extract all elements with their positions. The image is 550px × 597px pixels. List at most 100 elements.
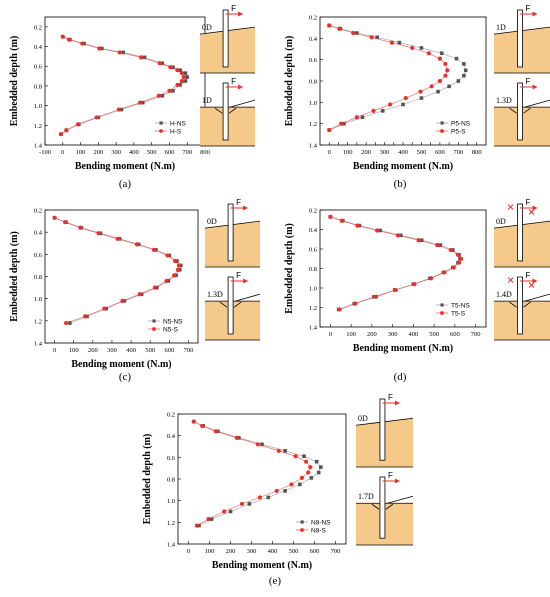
series-line-N8-NS [193,421,322,526]
y-tick-label: 0.4 [34,230,43,237]
series-line-P5-NS [329,25,467,131]
inset-bottom-schematic: F 1.3D [205,271,261,341]
data-point-P5-NS [342,121,346,126]
x-tick-label: 400 [268,548,278,555]
data-point-N8-NS [283,449,287,453]
data-point-H-NS [171,89,175,93]
data-point-N8-NS [266,495,271,500]
inset-top-schematic: F 0D [493,198,550,268]
legend-marker [440,311,444,315]
data-point-P5-NS [419,96,424,100]
inset-top-schematic: F 1D [493,4,550,74]
series-line-P5-S [329,25,448,131]
x-tick-label: 500 [417,149,427,156]
data-point-H-NS [160,93,165,98]
data-point-H-S [117,50,122,55]
data-point-N8-S [308,464,313,470]
data-point-T5-S [442,270,447,275]
force-arrow-head [243,205,249,211]
data-point-H-S [138,55,144,60]
force-label: F [236,198,241,207]
x-tick-label: 600 [165,149,175,156]
y-tick-label: 0.8 [34,83,42,90]
y-tick-label: 1.0 [309,286,317,293]
data-point-N8-S [304,459,309,464]
data-point-N8-S [299,475,304,481]
data-point-H-S [66,37,72,42]
data-point-N8-S [234,435,239,440]
force-arrow-head [394,400,400,406]
force-arrow-head [394,478,400,484]
data-point-T5-S [416,238,421,243]
x-tick-label: 200 [367,331,377,338]
data-point-H-S [58,132,64,137]
force-label: F [231,4,236,13]
legend-marker [152,327,156,331]
x-tick-label: 0 [53,347,56,354]
data-point-T5-S [428,276,434,281]
x-tick-label: 800 [472,149,482,156]
y-tick-label: 1.2 [309,121,317,128]
data-point-H-S [138,100,143,105]
x-tick-label: 200 [226,548,236,555]
force-label: F [526,77,531,86]
y-tick-label: 1.4 [309,143,318,150]
data-point-N8-NS [319,465,323,469]
pile [227,203,234,262]
x-tick-label: 100 [346,331,356,338]
data-point-N5-S [172,258,178,264]
chart-panel-c: 0 100 200 300 400 500 600 700 0.2 0.4 0.6 0.8 1.0 1.2… [9,198,261,383]
force-arrow-head [238,11,244,17]
wing-left [509,301,517,308]
panel-label: (a) [119,178,132,190]
data-point-H-S [64,128,69,133]
pile [222,82,229,141]
wing-left [371,503,380,510]
y-tick-label: 0.2 [34,24,42,31]
data-point-H-S [75,122,80,127]
data-point-N8-S [255,442,260,447]
slope-line [235,293,261,302]
force-arrow-head [532,11,538,17]
chart-panel-a: -100 0 100 200 300 400 500 600 700 800 0.2 0.4 0.6 0.… [9,4,256,190]
data-point-T5-NS [419,238,424,243]
data-point-H-S [179,78,184,84]
data-point-P5-NS [462,73,466,78]
data-point-N5-S [165,253,170,258]
y-tick-label: 0.2 [309,208,317,215]
data-point-P5-NS [355,31,359,35]
x-tick-label: 600 [164,347,174,354]
x-tick-label: 700 [453,149,463,156]
data-point-N8-NS [309,476,314,480]
data-point-T5-S [374,228,380,233]
x-tick-label: 500 [429,331,439,338]
data-point-H-S [60,34,65,39]
embed-label: 0D [358,414,368,423]
y-tick-label: 0.4 [167,433,176,440]
x-tick-label: 200 [93,149,103,156]
wing-left [509,107,517,114]
data-point-N8-S [239,501,245,507]
legend-marker [300,520,304,524]
data-point-N8-NS [216,429,220,434]
x-tick-label: -100 [39,149,51,156]
data-point-T5-S [337,307,342,312]
data-point-H-NS [178,83,182,87]
data-point-P5-NS [436,89,440,94]
data-point-H-S [97,46,102,51]
x-tick-label: 800 [200,149,210,156]
data-point-P5-NS [397,40,402,45]
x-tick-label: 100 [76,149,86,156]
y-axis-title: Embedded depth (m) [284,36,295,127]
data-point-N8-NS [247,502,252,506]
plot-frame [44,16,206,146]
panel-label: (b) [394,178,407,190]
y-tick-label: 1.0 [34,103,42,110]
data-point-T5-S [339,218,344,223]
data-point-P5-NS [463,68,468,73]
x-tick-label: 500 [145,347,155,354]
data-point-T5-S [459,256,464,261]
x-tick-label: 400 [398,149,408,156]
data-point-T5-S [451,265,456,270]
force-label: F [526,198,531,207]
